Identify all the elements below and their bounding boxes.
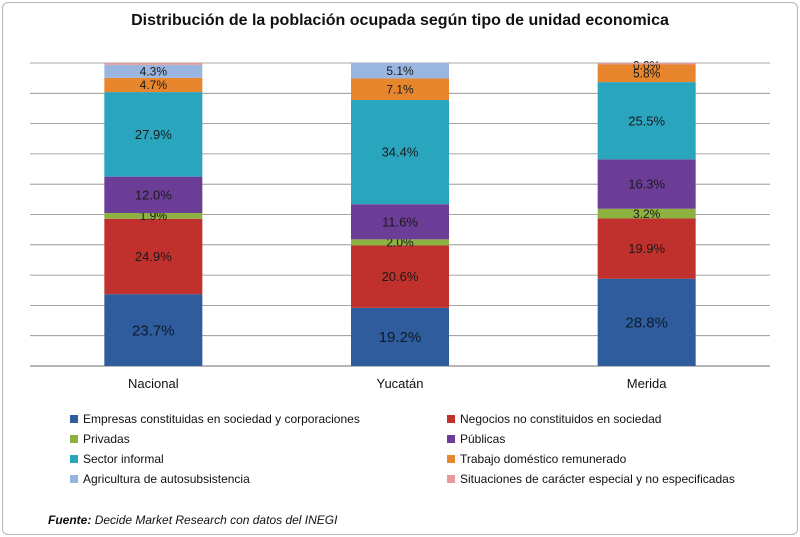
legend-label: Sector informal (83, 452, 164, 466)
legend-item: Agricultura de autosubsistencia (70, 472, 250, 486)
legend-swatch (447, 415, 455, 423)
bar-segment (597, 208, 696, 219)
bar-segment (104, 294, 203, 366)
data-label: 34.4% (382, 145, 419, 160)
data-label: 5.8% (633, 67, 661, 81)
legend-swatch (70, 415, 78, 423)
legend-item: Privadas (70, 432, 130, 446)
data-label: 5.1% (386, 64, 414, 78)
bar-segment (351, 245, 449, 308)
legend-item: Negocios no constituidos en sociedad (447, 412, 661, 426)
legend-item: Sector informal (70, 452, 164, 466)
legend-item: Públicas (447, 432, 505, 446)
legend-label: Trabajo doméstico remunerado (460, 452, 627, 466)
data-label: 3.2% (633, 207, 661, 221)
legend-swatch (70, 455, 78, 463)
legend-label: Públicas (460, 432, 506, 446)
bar-segment (104, 176, 203, 213)
legend-swatch (70, 475, 78, 483)
legend-item: Trabajo doméstico remunerado (447, 452, 626, 466)
data-label: 0.0% (633, 59, 661, 73)
bar-segment (597, 64, 696, 83)
source-note: Fuente: Decide Market Research con datos… (48, 513, 337, 527)
data-label: 4.3% (140, 65, 168, 79)
data-label: 19.9% (628, 241, 665, 256)
bar-segment (351, 204, 449, 240)
data-label: 7.1% (386, 82, 414, 96)
legend-label: Privadas (83, 432, 130, 446)
source-text: Decide Market Research con datos del INE… (94, 513, 338, 527)
bar-segment (597, 63, 696, 65)
data-label: 24.9% (135, 249, 172, 264)
data-label: 23.7% (132, 322, 175, 339)
data-label: 11.6% (382, 214, 418, 229)
bar-segment (104, 212, 203, 219)
data-label: 25.5% (628, 113, 665, 128)
bar-segment (597, 159, 696, 209)
legend-label: Situaciones de carácter especial y no es… (460, 472, 735, 486)
x-tick-label: Yucatán (377, 376, 424, 391)
data-label: 12.0% (135, 187, 172, 202)
bar-segment (104, 92, 203, 177)
legend-swatch (447, 455, 455, 463)
x-tick-label: Nacional (128, 376, 179, 391)
bar-segment (351, 63, 449, 79)
bar-segment (104, 64, 203, 78)
legend-item: Situaciones de carácter especial y no es… (447, 472, 735, 486)
legend-item: Empresas constituidas en sociedad y corp… (70, 412, 360, 426)
bar-segment (104, 63, 203, 65)
bar-segment (104, 77, 203, 93)
chart-title: Distribución de la población ocupada seg… (131, 12, 669, 29)
bar-segment (597, 278, 696, 366)
legend-swatch (447, 475, 455, 483)
data-label: 27.9% (135, 127, 172, 142)
bar-segment (351, 99, 449, 205)
data-label: 4.7% (140, 78, 168, 92)
bar-segment (351, 78, 449, 100)
data-label: 16.3% (628, 177, 665, 192)
bar-segment (351, 307, 449, 366)
legend-swatch (70, 435, 78, 443)
legend-label: Agricultura de autosubsistencia (83, 472, 250, 486)
legend-label: Empresas constituidas en sociedad y corp… (83, 412, 360, 426)
bar-segment (597, 82, 696, 160)
legend-label: Negocios no constituidos en sociedad (460, 412, 662, 426)
legend-swatch (447, 435, 455, 443)
bar-segment (351, 239, 449, 246)
bar-segment (104, 218, 203, 295)
bar-segment (597, 218, 696, 279)
x-tick-label: Merida (627, 376, 668, 391)
source-label: Fuente: (48, 513, 92, 527)
data-label: 19.2% (379, 329, 422, 346)
data-label: 20.6% (382, 269, 419, 284)
data-label: 28.8% (625, 315, 668, 332)
